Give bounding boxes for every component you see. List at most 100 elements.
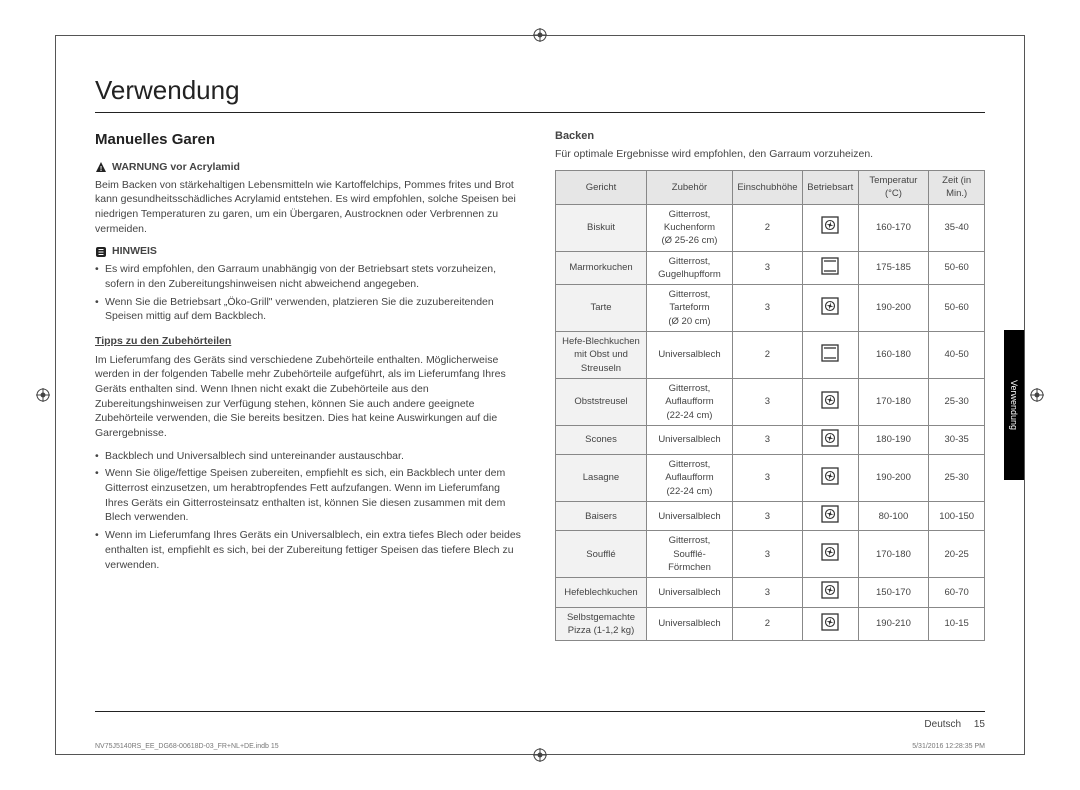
cell-dish: Soufflé (556, 531, 647, 578)
cell-accessory: Gitterrost, Auflaufform (22-24 cm) (647, 455, 733, 502)
list-item: Wenn Sie die Betriebsart „Öko-Grill" ver… (95, 295, 525, 324)
print-info-right: 5/31/2016 12:28:35 PM (912, 743, 985, 750)
table-row: SconesUniversalblech3180-19030-35 (556, 425, 985, 454)
top-bottom-heat-icon (821, 257, 839, 275)
table-row: LasagneGitterrost, Auflaufform (22-24 cm… (556, 455, 985, 502)
cell-temp: 170-180 (858, 378, 929, 425)
note-bullets: Es wird empfohlen, den Garraum unabhängi… (95, 262, 525, 324)
footer-page-number: 15 (974, 719, 985, 730)
col-dish: Gericht (556, 171, 647, 205)
side-tab: Verwendung (1004, 330, 1024, 480)
footer-lang: Deutsch 15 (924, 719, 985, 730)
convection-fan-icon (821, 429, 839, 447)
convection-fan-icon (821, 216, 839, 234)
warning-heading: ! WARNUNG vor Acrylamid (95, 160, 525, 175)
table-row: Selbstgemachte Pizza (1-1,2 kg)Universal… (556, 607, 985, 641)
cell-level: 2 (732, 332, 802, 379)
cell-mode (802, 378, 858, 425)
cell-time: 10-15 (929, 607, 985, 641)
tipps-bullets: Backblech und Universalblech sind untere… (95, 449, 525, 573)
cell-temp: 80-100 (858, 502, 929, 531)
right-column: Backen Für optimale Ergebnisse wird empf… (555, 129, 985, 715)
convection-fan-icon (821, 581, 839, 599)
cell-level: 3 (732, 502, 802, 531)
col-mode: Betriebsart (802, 171, 858, 205)
cell-level: 3 (732, 578, 802, 607)
col-temp: Temperatur (°C) (858, 171, 929, 205)
cell-accessory: Universalblech (647, 607, 733, 641)
right-intro: Für optimale Ergebnisse wird empfohlen, … (555, 147, 985, 162)
cell-time: 35-40 (929, 204, 985, 251)
col-accessory: Zubehör (647, 171, 733, 205)
cell-temp: 160-170 (858, 204, 929, 251)
table-row: TarteGitterrost, Tarteform (Ø 20 cm)3190… (556, 285, 985, 332)
cell-time: 30-35 (929, 425, 985, 454)
tipps-intro: Im Lieferumfang des Geräts sind verschie… (95, 353, 525, 441)
note-label: HINWEIS (112, 244, 157, 259)
cell-time: 50-60 (929, 251, 985, 285)
cell-accessory: Universalblech (647, 502, 733, 531)
cell-mode (802, 204, 858, 251)
cell-time: 100-150 (929, 502, 985, 531)
cell-temp: 160-180 (858, 332, 929, 379)
table-row: ObststreuselGitterrost, Auflaufform (22-… (556, 378, 985, 425)
note-icon (95, 246, 107, 258)
cell-mode (802, 502, 858, 531)
table-row: MarmorkuchenGitterrost, Gugelhupfform317… (556, 251, 985, 285)
cell-mode (802, 578, 858, 607)
list-item: Wenn Sie ölige/fettige Speisen zubereite… (95, 466, 525, 525)
warning-icon: ! (95, 161, 107, 173)
convection-fan-icon (821, 613, 839, 631)
cell-mode (802, 607, 858, 641)
list-item: Wenn im Lieferumfang Ihres Geräts ein Un… (95, 528, 525, 572)
cell-level: 3 (732, 285, 802, 332)
cell-dish: Lasagne (556, 455, 647, 502)
tipps-heading: Tipps zu den Zubehörteilen (95, 334, 525, 349)
cell-dish: Hefeblechkuchen (556, 578, 647, 607)
top-bottom-heat-icon (821, 344, 839, 362)
table-row: SouffléGitterrost, Soufflé- Förmchen3170… (556, 531, 985, 578)
note-heading: HINWEIS (95, 244, 525, 259)
cell-time: 25-30 (929, 455, 985, 502)
cell-accessory: Gitterrost, Kuchenform (Ø 25-26 cm) (647, 204, 733, 251)
side-tab-label: Verwendung (1009, 380, 1019, 430)
cell-level: 3 (732, 378, 802, 425)
table-header-row: Gericht Zubehör Einschubhöhe Betriebsart… (556, 171, 985, 205)
cell-dish: Marmorkuchen (556, 251, 647, 285)
footer-rule (95, 711, 985, 712)
col-level: Einschubhöhe (732, 171, 802, 205)
cell-accessory: Gitterrost, Gugelhupfform (647, 251, 733, 285)
cell-temp: 190-200 (858, 285, 929, 332)
cell-level: 3 (732, 455, 802, 502)
cell-temp: 175-185 (858, 251, 929, 285)
content: Verwendung Manuelles Garen ! WARNUNG vor… (95, 75, 985, 715)
convection-fan-icon (821, 543, 839, 561)
cell-time: 25-30 (929, 378, 985, 425)
baking-table: Gericht Zubehör Einschubhöhe Betriebsart… (555, 170, 985, 641)
cell-mode (802, 285, 858, 332)
cell-accessory: Universalblech (647, 332, 733, 379)
table-row: Hefe-Blechkuchen mit Obst und StreuselnU… (556, 332, 985, 379)
crop-mark-bottom (533, 748, 547, 762)
table-row: BaisersUniversalblech380-100100-150 (556, 502, 985, 531)
columns: Manuelles Garen ! WARNUNG vor Acrylamid … (95, 129, 985, 715)
cell-dish: Selbstgemachte Pizza (1-1,2 kg) (556, 607, 647, 641)
crop-mark-top (533, 28, 547, 42)
cell-temp: 170-180 (858, 531, 929, 578)
cell-accessory: Gitterrost, Tarteform (Ø 20 cm) (647, 285, 733, 332)
table-row: HefeblechkuchenUniversalblech3150-17060-… (556, 578, 985, 607)
cell-mode (802, 251, 858, 285)
page-title: Verwendung (95, 75, 985, 113)
list-item: Backblech und Universalblech sind untere… (95, 449, 525, 464)
print-info-left: NV75J5140RS_EE_DG68-00618D-03_FR+NL+DE.i… (95, 743, 279, 750)
convection-fan-icon (821, 391, 839, 409)
cell-dish: Biskuit (556, 204, 647, 251)
cell-accessory: Universalblech (647, 578, 733, 607)
cell-accessory: Gitterrost, Auflaufform (22-24 cm) (647, 378, 733, 425)
cell-level: 3 (732, 531, 802, 578)
convection-fan-icon (821, 467, 839, 485)
cell-mode (802, 531, 858, 578)
convection-fan-icon (821, 505, 839, 523)
cell-temp: 190-210 (858, 607, 929, 641)
svg-text:!: ! (100, 166, 102, 173)
